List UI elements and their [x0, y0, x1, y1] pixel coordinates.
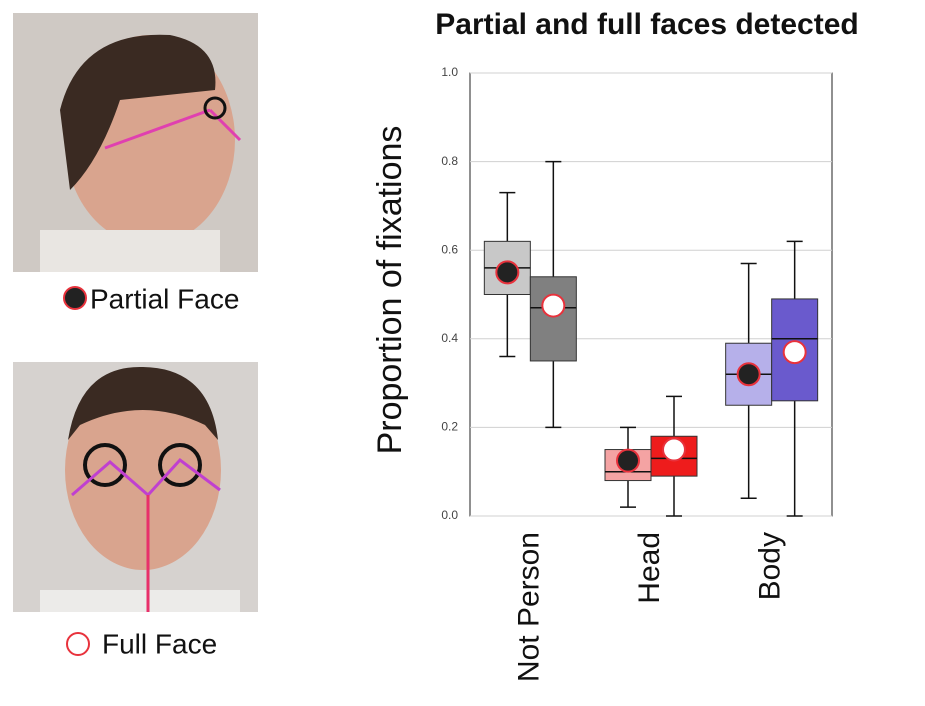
y-tick-label: 0.8 [441, 154, 458, 168]
mean-marker [738, 363, 760, 385]
mean-marker [542, 295, 564, 317]
figure: Partial Face Full Face Partial and full … [0, 0, 925, 706]
x-tick-label: Head [633, 532, 666, 604]
x-tick-label: Body [754, 532, 787, 600]
y-tick-label: 0.6 [441, 242, 458, 256]
y-tick-label: 0.4 [441, 331, 458, 345]
mean-marker [663, 439, 685, 461]
y-tick-label: 1.0 [441, 65, 458, 79]
box [530, 277, 576, 361]
y-tick-label: 0.2 [441, 420, 458, 434]
mean-marker [496, 261, 518, 283]
full-face-photo [13, 362, 258, 612]
mean-marker [617, 450, 639, 472]
x-tick-label: Not Person [512, 532, 545, 682]
legend-marker [67, 633, 89, 655]
mean-marker [784, 341, 806, 363]
legend-label: Full Face [102, 628, 217, 659]
legend-marker [64, 287, 86, 309]
chart-title: Partial and full faces detected [435, 8, 858, 41]
legend-label: Partial Face [90, 283, 239, 314]
y-tick-label: 0.0 [441, 508, 458, 522]
y-axis-label: Proportion of fixations [371, 126, 409, 455]
partial-face-photo [13, 13, 258, 272]
